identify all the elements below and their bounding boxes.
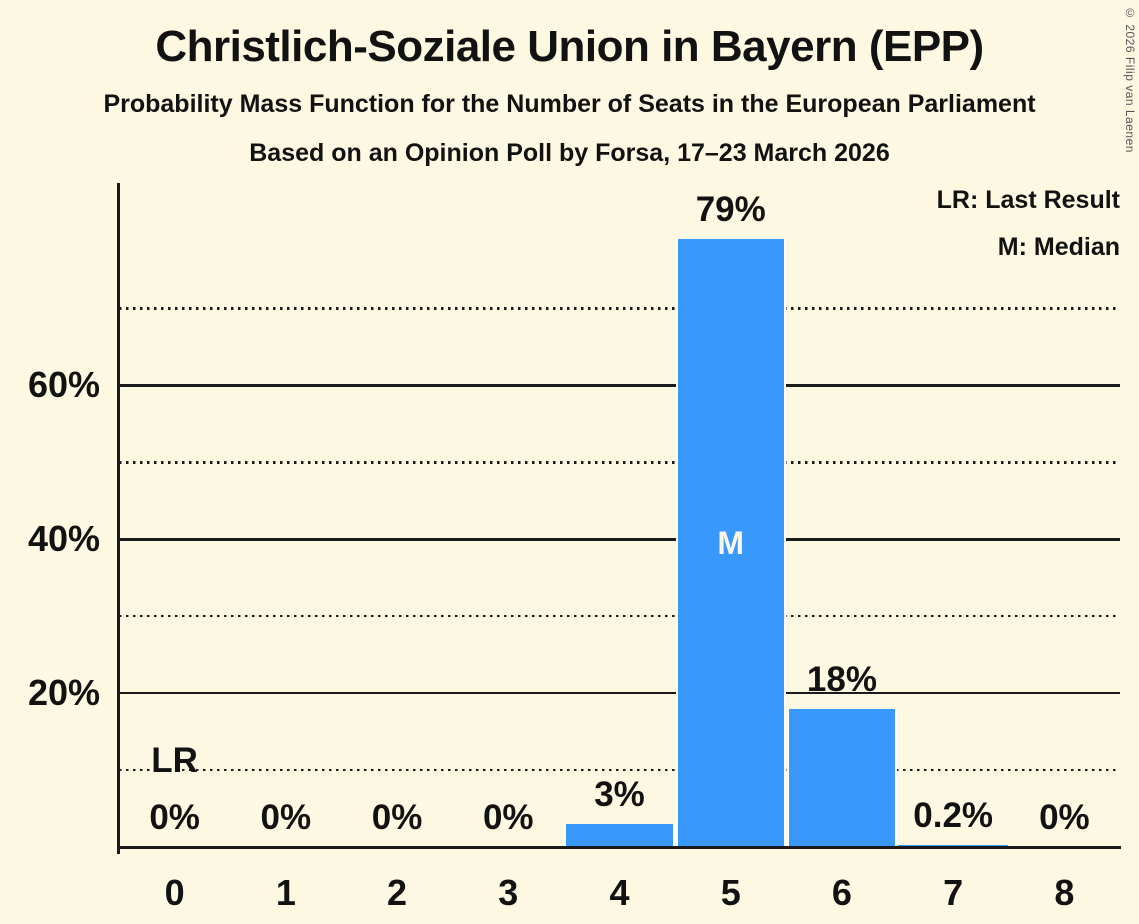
x-axis-label-seat-0: 0	[164, 872, 185, 913]
x-axis-label-seat-7: 7	[943, 872, 964, 913]
legend-median: M: Median	[997, 233, 1120, 261]
bar-value-label-seat-6: 18%	[806, 659, 877, 699]
gridline-dotted-70pct	[119, 307, 1120, 310]
bar-value-label-seat-8: 0%	[1039, 798, 1090, 837]
legend: LR: Last Result M: Median	[937, 177, 1120, 271]
bar-value-label-seat-1: 0%	[260, 798, 312, 837]
legend-last-result: LR: Last Result	[936, 186, 1120, 214]
chart-subtitle: Probability Mass Function for the Number…	[103, 90, 1036, 118]
x-axis-label-seat-1: 1	[275, 872, 296, 913]
last-result-marker: LR	[151, 741, 198, 780]
bar-seat-4	[564, 823, 675, 847]
bar-value-label-seat-5: 79%	[695, 190, 766, 230]
x-axis-label-seat-4: 4	[609, 872, 630, 913]
bar-value-label-seat-4: 3%	[594, 774, 645, 814]
x-axis-line	[117, 846, 1121, 849]
x-axis-label-seat-2: 2	[387, 872, 408, 913]
median-marker: M	[717, 525, 745, 562]
gridline-solid-40pct	[119, 538, 1120, 541]
y-axis-label-60%: 60%	[27, 364, 100, 406]
gridline-solid-60pct	[119, 384, 1120, 387]
bar-seat-6	[786, 708, 898, 847]
y-axis-label-20%: 20%	[27, 672, 100, 714]
bar-value-label-seat-3: 0%	[482, 798, 534, 837]
chart-title: Christlich-Soziale Union in Bayern (EPP)	[155, 22, 984, 71]
bar-value-label-seat-0: 0%	[149, 798, 200, 837]
x-axis-label-seat-6: 6	[831, 872, 852, 913]
x-axis-label-seat-3: 3	[498, 872, 519, 913]
chart-source-line: Based on an Opinion Poll by Forsa, 17–23…	[249, 139, 890, 167]
x-axis-label-seat-8: 8	[1054, 872, 1075, 913]
gridline-solid-20pct	[119, 691, 1120, 695]
copyright-notice: © 2026 Filip van Laenen	[1123, 6, 1137, 153]
gridline-dotted-10pct	[119, 768, 1120, 772]
plot-area: 0% 0 0% 1 0% 2 0% 3 3% 4 79% 5 18% 6 0.2% 7 0% 8 LR M	[119, 183, 1120, 913]
gridline-dotted-30pct	[119, 614, 1120, 618]
bar-value-label-seat-2: 0%	[371, 798, 423, 837]
bar-seat-5	[675, 239, 786, 847]
y-axis-label-40%: 40%	[27, 518, 100, 560]
gridline-dotted-50pct	[119, 461, 1120, 464]
y-axis-line	[117, 183, 120, 854]
x-axis-label-seat-5: 5	[720, 872, 741, 913]
bar-value-label-seat-7: 0.2%	[913, 796, 994, 836]
